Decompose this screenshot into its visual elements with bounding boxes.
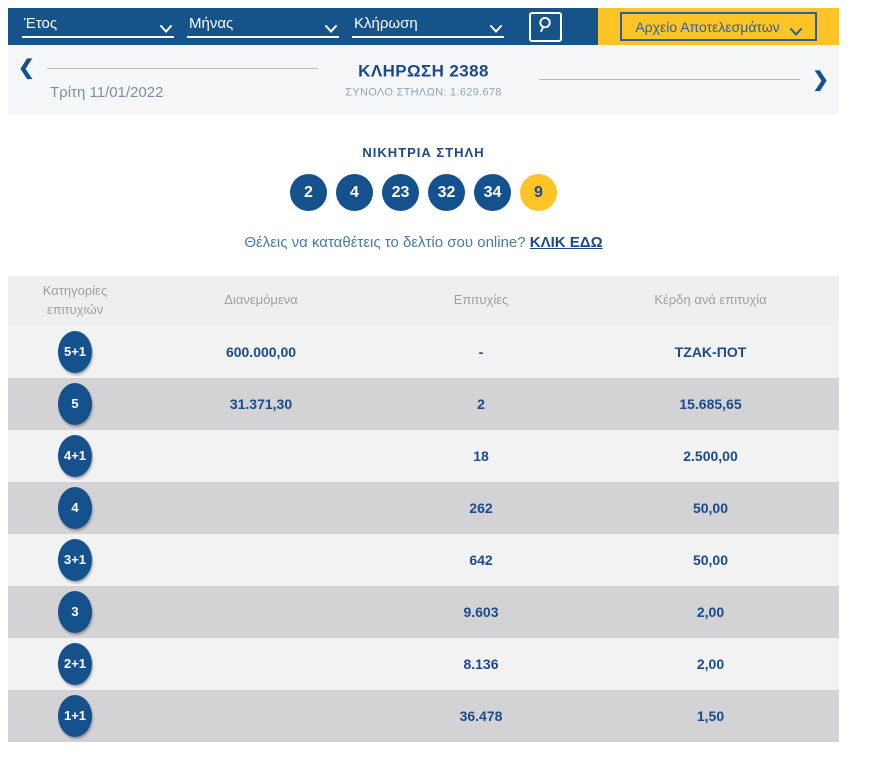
distributed-value: 31.371,30 bbox=[229, 395, 293, 412]
table-row: 5 31.371,30 2 15.685,65 bbox=[8, 377, 839, 430]
category-badge: 4+1 bbox=[58, 434, 92, 477]
search-button[interactable] bbox=[529, 11, 562, 42]
results-table: Κατηγορίες επιτυχιών Διανεμόμενα Επιτυχί… bbox=[8, 276, 839, 742]
online-cta-text: Θέλεις να καταθέτεις το δελτίο σου onlin… bbox=[244, 234, 526, 251]
search-icon bbox=[537, 16, 554, 38]
hits-value: 642 bbox=[469, 551, 493, 568]
results-table-header: Κατηγορίες επιτυχιών Διανεμόμενα Επιτυχί… bbox=[8, 276, 839, 326]
draw-total-columns: ΣΥΝΟΛΟ ΣΤΗΛΩΝ: 1.629.678 bbox=[345, 86, 502, 98]
archive-results-label: Αρχείο Αποτελεσμάτων bbox=[635, 18, 780, 35]
draw-dropdown[interactable]: Κλήρωση bbox=[352, 15, 504, 38]
prev-draw-date[interactable]: Τρίτη 11/01/2022 bbox=[50, 84, 164, 101]
table-row: 2+1 8.136 2,00 bbox=[8, 637, 839, 690]
prize-value: 2.500,00 bbox=[683, 447, 738, 464]
chevron-down-icon bbox=[160, 20, 172, 33]
hits-value: 8.136 bbox=[463, 655, 499, 672]
table-row: 5+1 600.000,00 - ΤΖΑΚ-ΠΟΤ bbox=[8, 325, 839, 378]
draw-title: ΚΛΗΡΩΣΗ 2388 bbox=[358, 61, 489, 80]
click-here-link[interactable]: ΚΛΙΚ ΕΔΩ bbox=[529, 234, 603, 251]
table-row: 4+1 18 2.500,00 bbox=[8, 429, 839, 482]
next-draw-arrow-icon[interactable]: ❯ bbox=[812, 68, 829, 91]
prev-draw-divider bbox=[46, 67, 318, 69]
category-badge: 1+1 bbox=[58, 694, 92, 737]
category-badge: 4 bbox=[58, 486, 92, 529]
table-row: 3+1 642 50,00 bbox=[8, 533, 839, 586]
category-badge: 3+1 bbox=[58, 538, 92, 581]
prev-draw-arrow-icon[interactable]: ❮ bbox=[18, 57, 35, 79]
hits-value: 262 bbox=[469, 499, 493, 516]
online-cta: Θέλεις να καταθέτεις το δελτίο σου onlin… bbox=[8, 234, 839, 251]
chevron-down-icon bbox=[325, 20, 337, 33]
hits-value: 18 bbox=[473, 447, 489, 464]
prize-value: 1,50 bbox=[696, 707, 725, 724]
chevron-down-icon bbox=[490, 20, 502, 33]
bonus-number-ball: 9 bbox=[520, 174, 557, 211]
filter-bar-yellow-section: Αρχείο Αποτελεσμάτων bbox=[598, 8, 839, 45]
category-badge: 2+1 bbox=[58, 642, 92, 685]
year-dropdown-label: Έτος bbox=[24, 15, 58, 32]
header-hits: Επιτυχίες bbox=[453, 292, 509, 308]
winning-number-ball: 4 bbox=[336, 174, 373, 211]
category-badge: 5 bbox=[58, 382, 92, 425]
year-dropdown[interactable]: Έτος bbox=[22, 15, 174, 38]
winning-number-ball: 34 bbox=[474, 174, 511, 211]
prize-value: 50,00 bbox=[692, 499, 729, 516]
header-distributed: Διανεμόμενα bbox=[224, 292, 298, 308]
distributed-value: 600.000,00 bbox=[225, 343, 297, 360]
prize-value: 2,00 bbox=[696, 655, 725, 672]
prize-value: 15.685,65 bbox=[679, 395, 742, 412]
filter-bar-blue-section: Έτος Μήνας Κλήρωση bbox=[8, 8, 598, 45]
hits-value: 9.603 bbox=[463, 603, 499, 620]
filter-bar: Έτος Μήνας Κλήρωση bbox=[8, 8, 839, 45]
month-dropdown[interactable]: Μήνας bbox=[187, 15, 339, 38]
header-categories: Κατηγορίες επιτυχιών bbox=[42, 283, 108, 317]
hits-value: - bbox=[478, 343, 484, 360]
table-row: 3 9.603 2,00 bbox=[8, 585, 839, 638]
hits-value: 2 bbox=[477, 395, 485, 412]
current-draw-info: ΚΛΗΡΩΣΗ 2388 ΣΥΝΟΛΟ ΣΤΗΛΩΝ: 1.629.678 bbox=[294, 61, 554, 98]
winning-numbers: 2 4 23 32 34 9 bbox=[8, 174, 839, 211]
category-badge: 3 bbox=[58, 590, 92, 633]
header-prize-per-hit: Κέρδη ανά επιτυχία bbox=[654, 292, 767, 308]
archive-results-button[interactable]: Αρχείο Αποτελεσμάτων bbox=[620, 12, 817, 41]
prize-value: ΤΖΑΚ-ΠΟΤ bbox=[674, 343, 747, 360]
prize-value: 2,00 bbox=[696, 603, 725, 620]
prev-draw-area: ❮ Τρίτη 11/01/2022 bbox=[18, 58, 318, 101]
winning-number-ball: 2 bbox=[290, 174, 327, 211]
draw-dropdown-label: Κλήρωση bbox=[354, 15, 418, 32]
next-draw-divider bbox=[539, 79, 801, 80]
table-row: 1+1 36.478 1,50 bbox=[8, 689, 839, 742]
winning-number-ball: 23 bbox=[382, 174, 419, 211]
winning-number-ball: 32 bbox=[428, 174, 465, 211]
chevron-down-icon bbox=[789, 23, 802, 36]
table-row: 4 262 50,00 bbox=[8, 481, 839, 534]
month-dropdown-label: Μήνας bbox=[189, 15, 234, 32]
prize-value: 50,00 bbox=[692, 551, 729, 568]
category-badge: 5+1 bbox=[58, 330, 92, 373]
hits-value: 36.478 bbox=[459, 707, 503, 724]
winning-column-heading: ΝΙΚΗΤΡΙΑ ΣΤΗΛΗ bbox=[362, 145, 485, 160]
next-draw-area: ❯ bbox=[539, 70, 829, 90]
draw-navigation: ❮ Τρίτη 11/01/2022 ΚΛΗΡΩΣΗ 2388 ΣΥΝΟΛΟ Σ… bbox=[8, 45, 839, 114]
